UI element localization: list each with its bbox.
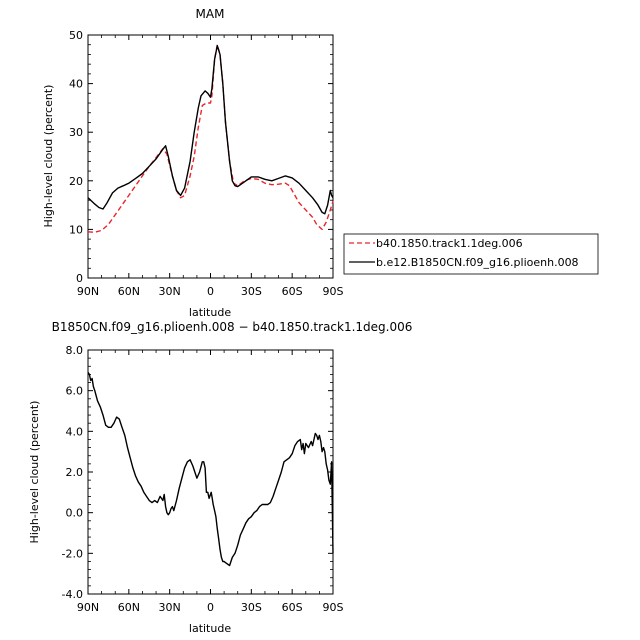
top-y-tick-label: 30 xyxy=(69,126,83,139)
top-series-line-1 xyxy=(87,45,334,215)
bottom-y-tick-label: -2.0 xyxy=(62,547,83,560)
bottom-x-tick-label: 30S xyxy=(241,601,262,614)
top-x-tick-label: 30S xyxy=(241,285,262,298)
top-panel: MAM 0 10 20 30 40 50 90N 60N 30N 0 30S 60S 90S High… xyxy=(42,7,344,319)
legend-label-plioenh: b.e12.B1850CN.f09_g16.plioenh.008 xyxy=(376,256,579,269)
top-series-line-0 xyxy=(87,44,334,233)
top-y-tick-label: 20 xyxy=(69,175,83,188)
top-y-tick-label: 40 xyxy=(69,78,83,91)
bottom-panel: B1850CN.f09_g16.plioenh.008 − b40.1850.t… xyxy=(28,320,412,635)
bottom-y-tick-label: 4.0 xyxy=(66,425,84,438)
bottom-y-tick-label: 2.0 xyxy=(66,466,84,479)
top-plot-frame xyxy=(87,34,334,279)
top-x-ticks: 90N 60N 30N 0 30S 60S 90S xyxy=(77,35,344,298)
legend-box xyxy=(343,233,599,275)
top-chart-title: MAM xyxy=(196,7,225,21)
bottom-chart-title: B1850CN.f09_g16.plioenh.008 − b40.1850.t… xyxy=(52,320,413,334)
bottom-y-tick-label: 6.0 xyxy=(66,385,84,398)
bottom-y-ticks: -4.0 -2.0 0.0 2.0 4.0 6.0 8.0 xyxy=(62,344,333,601)
top-x-tick-label: 90N xyxy=(77,285,99,298)
top-x-tick-label: 60S xyxy=(282,285,303,298)
bottom-plot-frame xyxy=(87,349,334,595)
top-x-axis-label: latitude xyxy=(189,306,231,319)
bottom-x-tick-label: 60N xyxy=(118,601,140,614)
top-y-tick-label: 10 xyxy=(69,223,83,236)
legend: b40.1850.track1.1deg.006 b.e12.B1850CN.f… xyxy=(343,233,599,275)
top-y-tick-label: 0 xyxy=(76,272,83,285)
bottom-y-axis-label: High-level cloud (percent) xyxy=(28,401,41,544)
bottom-x-ticks: 90N 60N 30N 0 30S 60S 90S xyxy=(77,350,344,614)
bottom-x-tick-label: 90S xyxy=(323,601,344,614)
top-y-tick-label: 50 xyxy=(69,29,83,42)
top-y-axis-label: High-level cloud (percent) xyxy=(42,85,55,228)
legend-label-b40: b40.1850.track1.1deg.006 xyxy=(376,237,523,250)
bottom-y-tick-label: -4.0 xyxy=(62,588,83,601)
bottom-x-tick-label: 0 xyxy=(207,601,214,614)
bottom-x-tick-label: 30N xyxy=(159,601,181,614)
bottom-x-tick-label: 60S xyxy=(282,601,303,614)
bottom-y-tick-label: 0.0 xyxy=(66,507,84,520)
top-x-tick-label: 90S xyxy=(323,285,344,298)
bottom-x-tick-label: 90N xyxy=(77,601,99,614)
top-y-ticks: 0 10 20 30 40 50 xyxy=(69,29,333,285)
bottom-series-lines xyxy=(87,371,334,567)
bottom-x-axis-label: latitude xyxy=(189,622,231,635)
top-x-tick-label: 30N xyxy=(159,285,181,298)
bottom-series-line-0 xyxy=(87,371,334,567)
top-x-tick-label: 0 xyxy=(207,285,214,298)
bottom-y-tick-label: 8.0 xyxy=(66,344,84,357)
top-x-tick-label: 60N xyxy=(118,285,140,298)
top-series-lines xyxy=(87,44,334,233)
